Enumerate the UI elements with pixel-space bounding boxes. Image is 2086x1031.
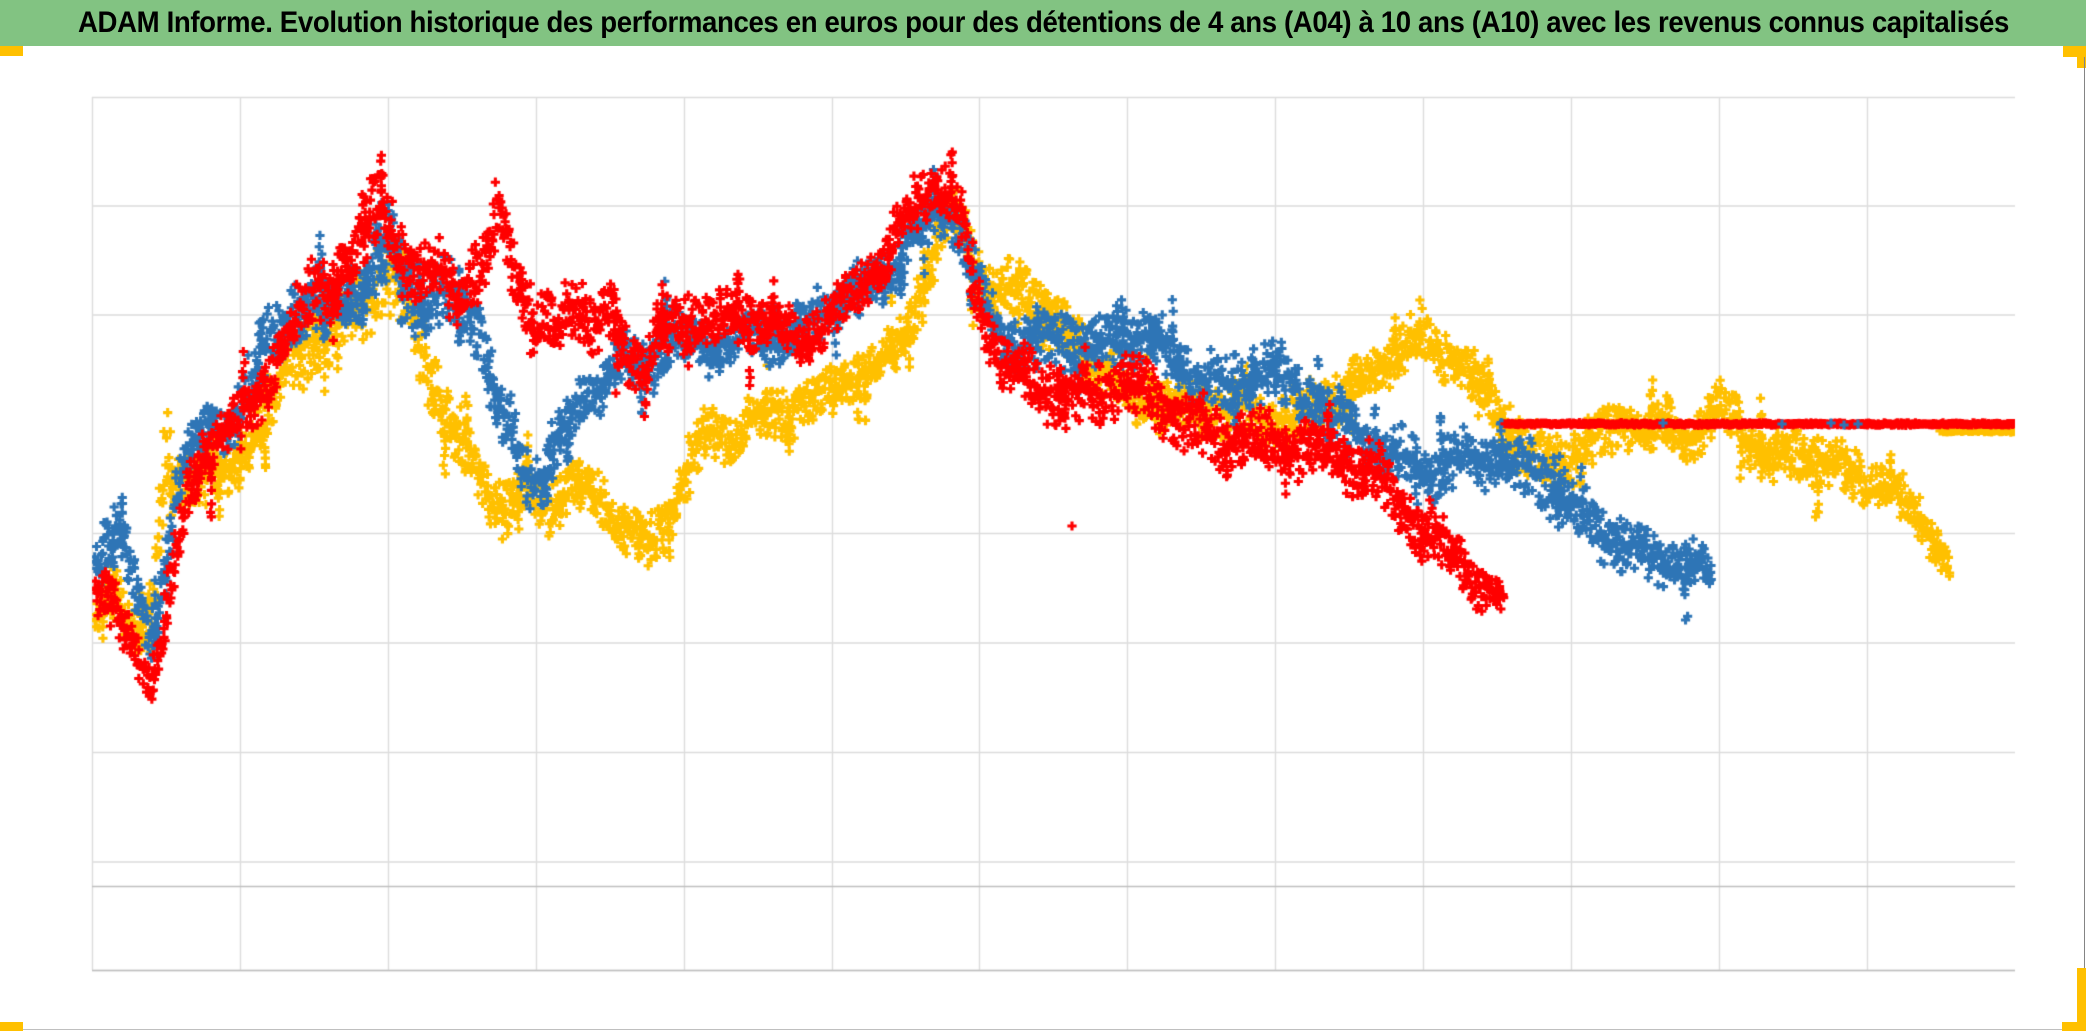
accent-top-left <box>0 46 23 56</box>
accent-bottom-right-horizontal <box>2062 1022 2086 1031</box>
accent-bottom-right-vertical <box>2077 968 2086 1031</box>
accent-top-right-horizontal <box>2063 46 2086 57</box>
bottom-edge-line <box>0 1028 2086 1030</box>
slide-title: ADAM Informe. Evolution historique des p… <box>77 6 2009 39</box>
accent-top-right-vertical <box>2077 46 2086 68</box>
accent-bottom-left <box>0 1022 23 1031</box>
right-edge-line <box>2083 57 2085 968</box>
title-bar: ADAM Informe. Evolution historique des p… <box>0 0 2086 46</box>
